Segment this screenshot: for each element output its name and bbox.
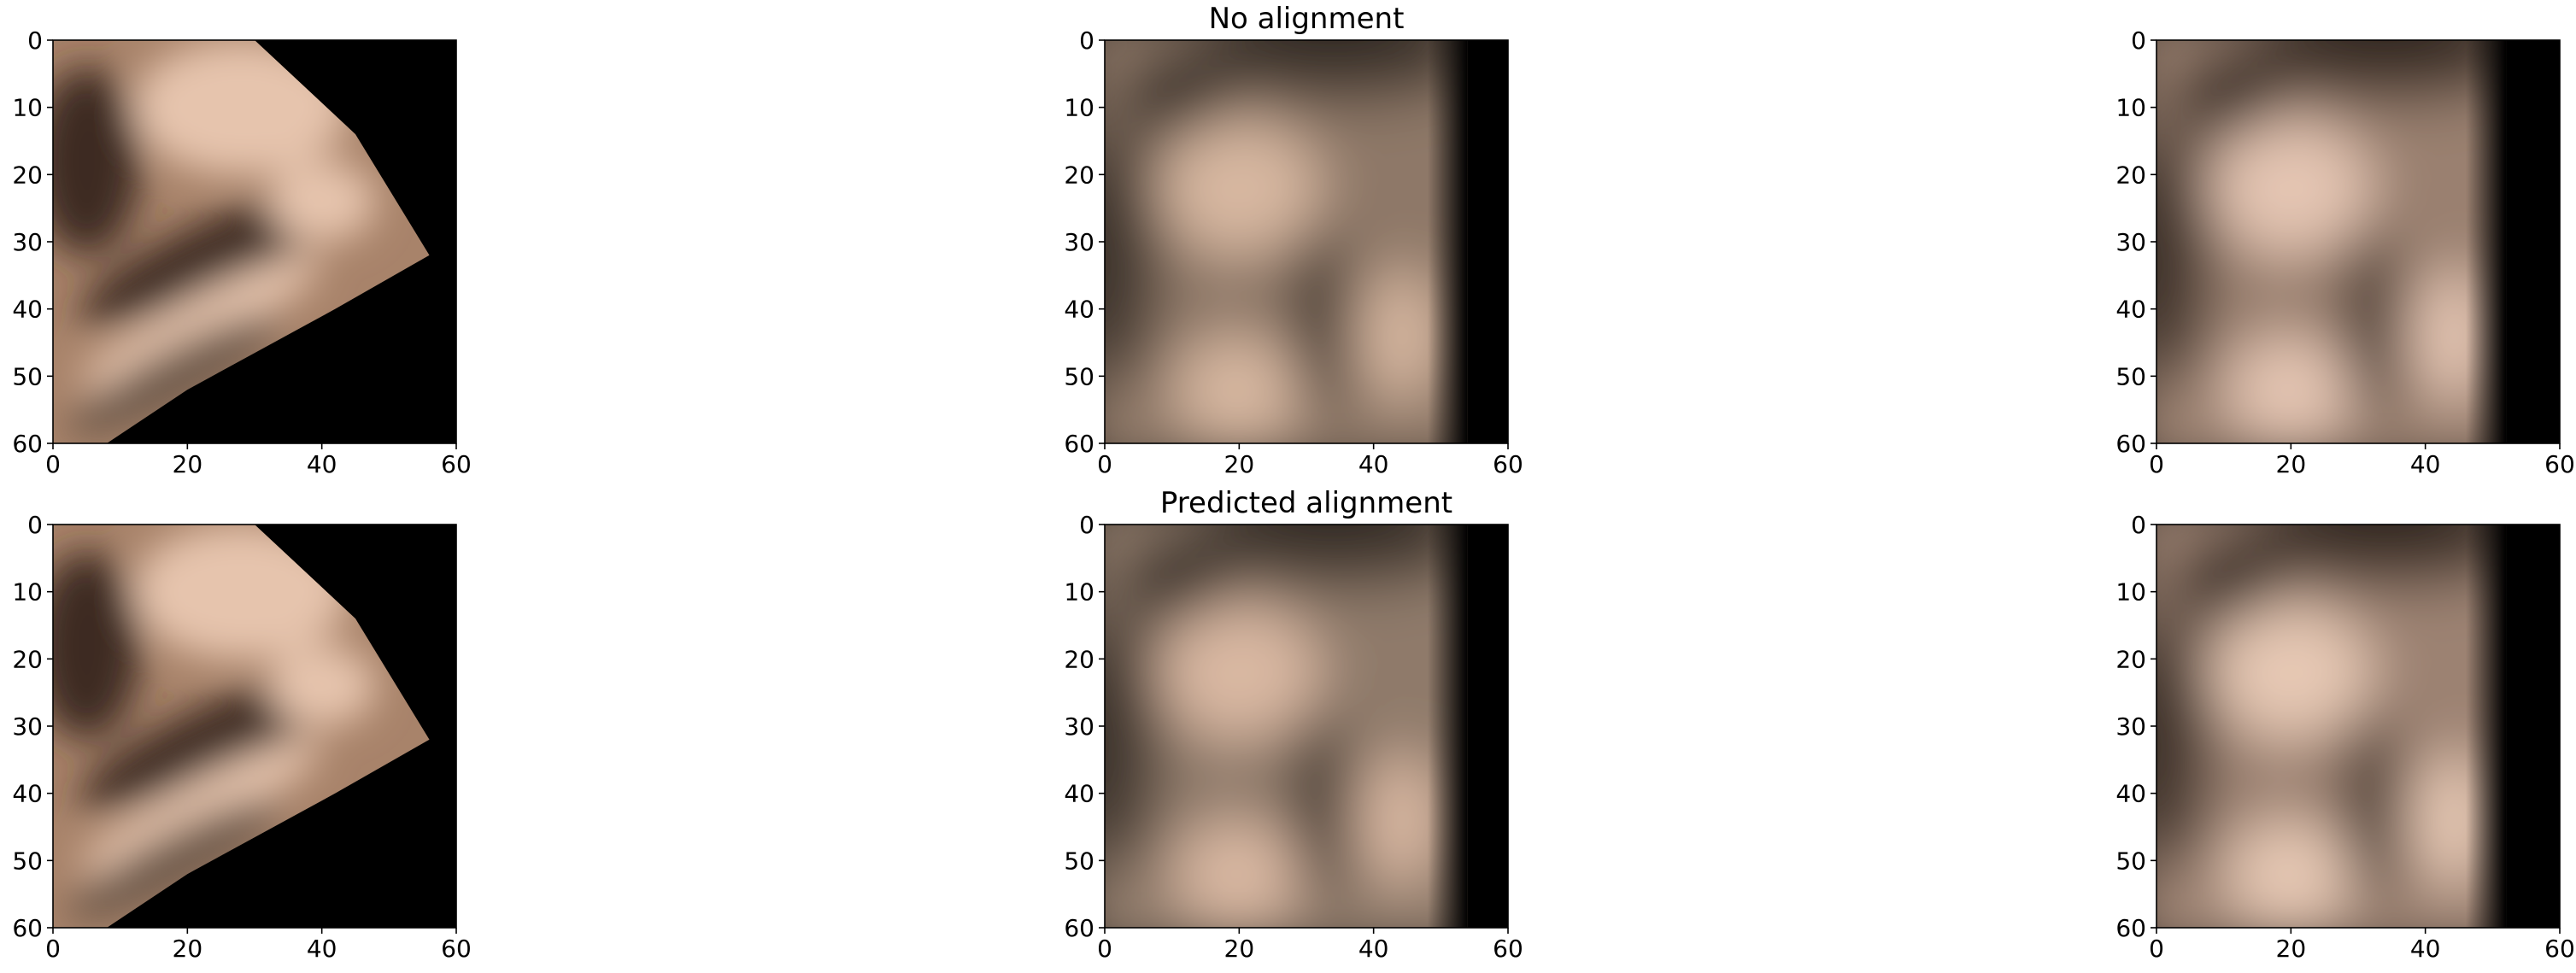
x-tick-label: 60	[2544, 935, 2575, 963]
x-tick-label: 20	[2276, 935, 2307, 963]
x-tick-label: 0	[2149, 450, 2164, 478]
x-tick-label: 60	[441, 450, 472, 478]
y-tick-label: 10	[2115, 578, 2146, 607]
x-tick-label: 20	[1224, 935, 1255, 963]
x-tick-label: 0	[45, 935, 61, 963]
y-tick-label: 40	[2115, 296, 2146, 324]
x-tick-label: 20	[2276, 450, 2307, 478]
y-tick-label: 50	[1064, 362, 1094, 390]
y-tick-label: 50	[12, 847, 43, 875]
subplot-title: Predicted alignment	[1160, 486, 1452, 520]
y-tick-label: 30	[1064, 228, 1094, 256]
y-tick-label: 0	[2131, 26, 2146, 55]
y-tick-label: 0	[2131, 511, 2146, 539]
x-tick-label: 0	[1097, 935, 1112, 963]
x-tick-label: 40	[2410, 935, 2441, 963]
y-tick-label: 60	[1064, 914, 1094, 942]
y-tick-label: 0	[1079, 511, 1094, 539]
y-tick-label: 40	[1064, 780, 1094, 808]
y-tick-label: 0	[1079, 26, 1094, 55]
y-tick-label: 10	[1064, 578, 1094, 607]
x-tick-label: 20	[173, 450, 203, 478]
image-1	[53, 40, 456, 443]
y-tick-label: 50	[2115, 362, 2146, 390]
y-tick-label: 40	[12, 780, 43, 808]
x-tick-label: 60	[2544, 450, 2575, 478]
x-tick-label: 40	[2410, 450, 2441, 478]
x-tick-label: 20	[173, 935, 203, 963]
y-tick-label: 60	[2115, 430, 2146, 458]
x-tick-label: 40	[307, 935, 337, 963]
x-tick-label: 60	[1493, 935, 1523, 963]
y-tick-label: 20	[12, 645, 43, 673]
y-tick-label: 60	[12, 914, 43, 942]
image-6	[2156, 525, 2560, 928]
y-tick-label: 20	[2115, 161, 2146, 189]
y-tick-label: 10	[12, 578, 43, 607]
y-tick-label: 20	[1064, 161, 1094, 189]
x-tick-label: 0	[1097, 450, 1112, 478]
y-tick-label: 20	[12, 161, 43, 189]
y-tick-label: 20	[2115, 645, 2146, 673]
image-4	[53, 525, 456, 928]
x-tick-label: 0	[2149, 935, 2164, 963]
x-tick-label: 0	[45, 450, 61, 478]
x-tick-label: 40	[1358, 450, 1389, 478]
x-tick-label: 20	[1224, 450, 1255, 478]
y-tick-label: 30	[2115, 712, 2146, 741]
y-tick-label: 0	[27, 511, 43, 539]
x-tick-label: 40	[1358, 935, 1389, 963]
y-tick-label: 10	[2115, 94, 2146, 122]
subplot-title: No alignment	[1209, 2, 1405, 36]
y-tick-label: 30	[12, 228, 43, 256]
y-tick-label: 60	[1064, 430, 1094, 458]
y-tick-label: 30	[2115, 228, 2146, 256]
y-tick-label: 10	[12, 94, 43, 122]
y-tick-label: 30	[12, 712, 43, 741]
x-tick-label: 60	[1493, 450, 1523, 478]
x-tick-label: 60	[441, 935, 472, 963]
y-tick-label: 40	[2115, 780, 2146, 808]
image-2	[1105, 40, 1508, 443]
y-tick-label: 50	[12, 362, 43, 390]
image-3	[2156, 40, 2560, 443]
image-5	[1105, 525, 1508, 928]
y-tick-label: 60	[12, 430, 43, 458]
y-tick-label: 50	[1064, 847, 1094, 875]
y-tick-label: 30	[1064, 712, 1094, 741]
y-tick-label: 20	[1064, 645, 1094, 673]
x-tick-label: 40	[307, 450, 337, 478]
y-tick-label: 40	[1064, 296, 1094, 324]
y-tick-label: 0	[27, 26, 43, 55]
y-tick-label: 60	[2115, 914, 2146, 942]
y-tick-label: 10	[1064, 94, 1094, 122]
y-tick-label: 50	[2115, 847, 2146, 875]
y-tick-label: 40	[12, 296, 43, 324]
